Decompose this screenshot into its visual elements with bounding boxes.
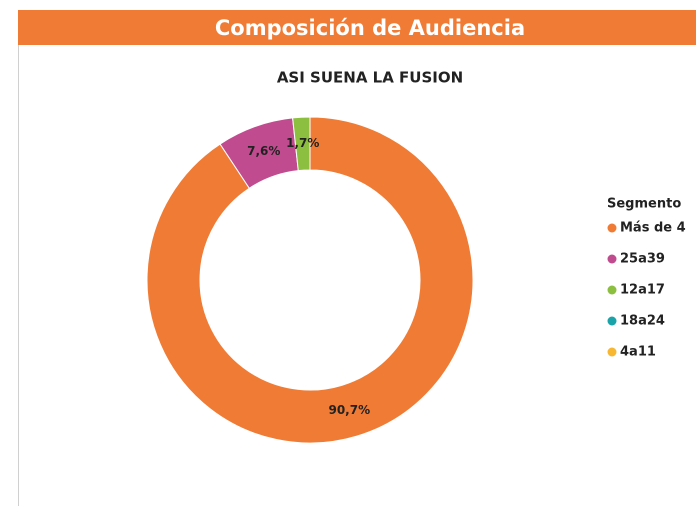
legend-title: Segmento xyxy=(607,197,681,212)
chart-title: ASI SUENA LA FUSION xyxy=(277,69,463,87)
legend-marker xyxy=(607,316,617,326)
legend-label: Más de 4 xyxy=(620,221,686,236)
legend-label: 12a17 xyxy=(620,283,665,298)
legend-label: 18a24 xyxy=(620,314,665,329)
legend-marker xyxy=(607,347,617,357)
header-bar xyxy=(18,10,696,45)
data-label: 1,7% xyxy=(286,136,319,150)
legend-label: 25a39 xyxy=(620,252,665,267)
legend-marker xyxy=(607,223,617,233)
donut-slice xyxy=(292,116,311,172)
donut-slice xyxy=(146,116,474,444)
legend-marker xyxy=(607,254,617,264)
legend-label: 4a11 xyxy=(620,345,656,360)
legend-marker xyxy=(607,285,617,295)
data-label: 90,7% xyxy=(328,403,370,417)
header-title: Composición de Audiencia xyxy=(215,16,525,40)
data-label: 7,6% xyxy=(247,144,280,158)
